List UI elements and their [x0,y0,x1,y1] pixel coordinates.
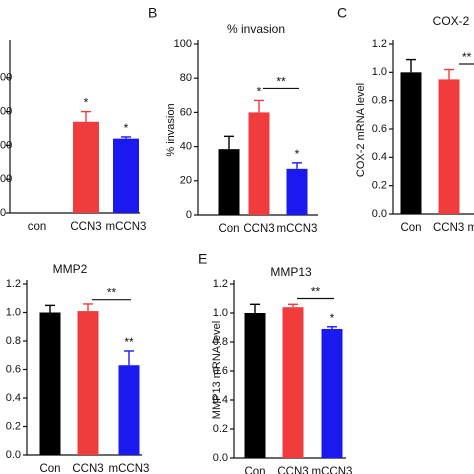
panel-c-ytick-label: 0.0 [372,208,387,220]
panel-c-ytick-label: 1.0 [372,66,387,78]
panel-c-ytick-label: 0.2 [372,180,387,192]
panel-a-category-label: CCN3 [70,221,101,233]
panel-a-significance-mark: * [84,96,89,110]
panel-e-ytick-label: 0.4 [213,394,228,406]
panel-b-category-label: Con [218,223,239,235]
panel-b-significance-mark: * [295,147,300,161]
panel-a-bar-mccn3 [113,138,139,213]
panel-e-ytick-label: 1.0 [213,307,228,319]
panel-e-category-label: mCCN3 [312,466,353,474]
panel-a-ytick-label: 00 [0,106,12,118]
panel-d-ytick-label: 0.0 [6,449,21,461]
panel-b-ytick-label: 40 [180,141,192,153]
panel-c-category-label: Con [400,222,421,234]
panel-a-significance-mark: * [124,121,129,135]
panel-e-ytick-label: 0.2 [213,423,228,435]
panel-c-bar-ccn3-m [438,79,460,215]
panel-d-bar-ccn3 [77,311,99,455]
panel-d-significance-mark: ** [124,335,134,349]
panel-d-category-label: mCCN3 [109,463,150,474]
panel-b-ytick-label: 60 [180,106,192,118]
panel-b-label: B [148,5,157,21]
panel-c-ytick-label: 0.6 [372,123,387,135]
panel-d-title: MMP2 [53,262,88,276]
panel-a-bar-ccn3 [73,121,99,213]
panel-c-ytick-label: 0.4 [372,151,387,163]
panel-d-ytick-label: 0.6 [6,363,21,375]
panel-c-bracket-label: ** [462,50,472,64]
panel-d-ytick-label: 1.2 [6,278,21,290]
panel-b-ylabel: % invasion [165,103,177,156]
panel-e-ytick-label: 0.6 [213,365,228,377]
panel-a-ytick-label: 00 [0,173,12,185]
panel-e-ytick-label: 1.2 [213,278,228,290]
panel-e-bracket-label: ** [311,285,321,299]
panel-c-category-label: CCN3 m [433,222,474,234]
panel-e-bar-mccn3 [321,328,343,458]
panel-a-ytick-label: 00 [0,72,12,84]
panel-e-category-label: Con [244,466,265,474]
panel-b-bar-con [218,149,240,215]
panel-b-significance-mark: * [257,84,262,98]
panel-c-title: COX-2 [433,14,470,28]
panel-e-category-label: CCN3 [277,466,308,474]
panel-d-category-label: CCN3 [72,463,103,474]
panel-b-category-label: mCCN3 [277,223,318,235]
panel-d-bar-mccn3 [118,365,140,455]
panel-c-ytick-label: 1.2 [372,38,387,50]
panel-c-ytick-label: 0.8 [372,95,387,107]
panel-b-bar-mccn3 [286,168,308,215]
panel-b-ytick-label: 80 [180,72,192,84]
panel-b-bar-ccn3 [248,112,270,215]
panel-e-ytick-label: 0.0 [213,452,228,464]
panel-e-label: E [198,251,207,267]
panel-b-category-label: CCN3 [243,223,274,235]
panel-a-ytick-label: 0 [0,207,6,219]
panel-d-bar-con [39,312,61,455]
panel-c-ylabel: COX-2 mRNA level [355,83,367,177]
panel-d-ytick-label: 0.8 [6,335,21,347]
panel-d-ytick-label: 0.4 [6,392,21,404]
panel-b-bracket-label: ** [276,74,286,88]
panel-b-title: % invasion [227,22,285,36]
panel-d-ytick-label: 0.2 [6,420,21,432]
panel-c-label: C [337,5,347,21]
panel-e-significance-mark: * [330,311,335,325]
panel-e-ylabel: MMP13 mRNA level [211,321,223,419]
panel-a-category-label: mCCN3 [106,221,147,233]
panel-b-ytick-label: 0 [186,209,192,221]
panel-d-bracket-label: ** [107,286,117,300]
panel-d-category-label: Con [39,463,60,474]
panel-e-title: MMP13 [270,265,312,279]
panel-c-bar-con [400,72,422,214]
panel-e-bar-con [244,313,266,458]
panel-b-ytick-label: 20 [180,175,192,187]
panel-d-ytick-label: 1.0 [6,306,21,318]
panel-a-category-label: con [28,221,47,233]
panel-a-ytick-label: 00 [0,139,12,151]
panel-b-ytick-label: 100 [174,38,192,50]
panel-e-ytick-label: 0.8 [213,336,228,348]
panel-e-bar-ccn3 [282,307,304,458]
